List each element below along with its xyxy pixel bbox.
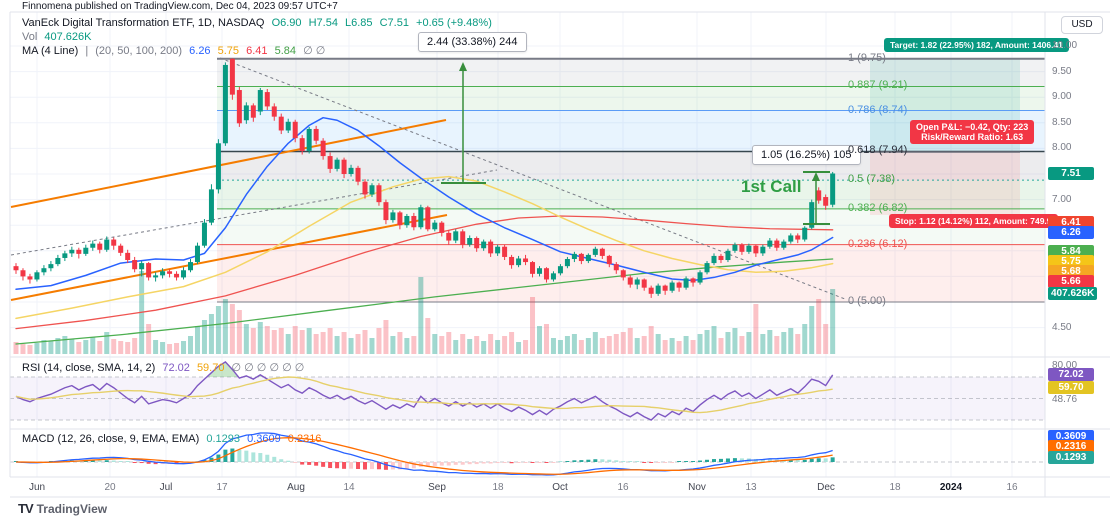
time-tick-Aug[interactable]: Aug [287,482,305,493]
ma-legend-row: MA (4 Line) | (20, 50, 100, 200) 6.26 5.… [22,44,496,58]
currency-selector[interactable]: USD [1061,16,1103,34]
price-badge: 5.84 [1048,245,1094,258]
ma200-value: 5.84 [274,45,297,57]
stop-badge[interactable]: Stop: 1.12 (14.12%) 112, Amount: 749.9 [889,214,1058,228]
rsi-legend: RSI (14, close, SMA, 14, 2) 72.02 59.70 … [22,361,308,375]
rsi-disabled-slots: ∅ ∅ ∅ ∅ ∅ ∅ [231,362,305,374]
footer: TV TradingView [18,501,107,516]
price-badge: 407.626K [1048,286,1098,300]
measure-label-big[interactable]: 2.44 (33.38%) 244 [418,32,527,52]
rsi-tick: 48.76 [1052,394,1078,405]
fib-label[interactable]: 0.618 (7.94) [848,144,908,157]
time-tick-Dec[interactable]: Dec [817,482,835,493]
fib-label[interactable]: 0.786 (8.74) [848,103,908,116]
time-tick-13[interactable]: 13 [745,482,757,493]
time-tick-16[interactable]: 16 [1006,482,1018,493]
price-tick: 9.00 [1052,91,1072,103]
publish-note: Finnomena published on TradingView.com, … [22,1,338,12]
time-tick-17[interactable]: 17 [216,482,228,493]
target-badge[interactable]: Target: 1.82 (22.95%) 182, Amount: 1406.… [884,38,1069,52]
macd-legend: MACD (12, 26, close, 9, EMA, EMA) 0.1293… [22,432,325,446]
ohlc-low: L6.85 [345,17,373,29]
ma-separator: | [85,45,89,57]
volume-value: 407.626K [44,31,92,43]
fib-label[interactable]: 0.5 (7.38) [848,173,896,186]
macd-signal-value: 0.2316 [287,433,322,445]
tradingview-brand[interactable]: TradingView [36,502,108,516]
time-tick-Nov[interactable]: Nov [688,482,706,493]
ma-params: (20, 50, 100, 200) [95,45,183,57]
price-badge: 7.51 [1048,166,1094,180]
time-tick-18[interactable]: 18 [889,482,901,493]
macd-hist-value: 0.1293 [206,433,240,445]
rsi-ma-value: 59.70 [196,362,225,374]
time-tick-16[interactable]: 16 [617,482,629,493]
risk-reward-line: Risk/Reward Ratio: 1.63 [921,132,1024,142]
time-tick-Sep[interactable]: Sep [428,482,446,493]
price-badge: 6.41 [1048,216,1094,229]
price-tick: 9.50 [1052,65,1072,77]
ohlc-high: H7.54 [308,17,338,29]
rsi-badge: 72.02 [1048,368,1094,381]
price-tick: 8.00 [1052,142,1072,154]
time-tick-Jun[interactable]: Jun [28,482,46,493]
fib-label[interactable]: 1 (9.75) [848,51,886,64]
fib-label[interactable]: 0 (5.00) [848,295,886,307]
time-tick-14[interactable]: 14 [343,482,355,493]
macd-badge: 0.3609 [1048,430,1094,443]
rsi-label[interactable]: RSI (14, close, SMA, 14, 2) [22,362,156,374]
macd-value: 0.3609 [247,433,281,445]
price-tick: 10.00 [1052,40,1078,51]
price-tick: 4.50 [1052,321,1072,333]
main-legend: VanEck Digital Transformation ETF, 1D, N… [22,16,496,58]
volume-legend-row: Vol 407.626K [22,30,496,44]
fib-label[interactable]: 0.382 (6.82) [848,201,908,214]
open-pl-badge[interactable]: Open P&L: −0.42, Qty: 223 Risk/Reward Ra… [910,120,1035,144]
measure-label-small[interactable]: 1.05 (16.25%) 105 [752,145,861,165]
price-tick: 7.00 [1052,193,1072,205]
price-badge: 5.75 [1048,255,1094,268]
ma-label[interactable]: MA (4 Line) [22,45,79,57]
ma-disabled-slots: ∅ ∅ [303,45,326,57]
rsi-badge: 59.70 [1048,381,1094,394]
macd-badge: 0.2316 [1048,440,1094,453]
rsi-value: 72.02 [162,362,190,374]
time-tick-2024[interactable]: 2024 [939,482,963,493]
macd-label[interactable]: MACD (12, 26, close, 9, EMA, EMA) [22,433,200,445]
fib-label[interactable]: 0.236 (6.12) [848,237,908,250]
symbol-legend-row: VanEck Digital Transformation ETF, 1D, N… [22,16,496,30]
price-tick: 8.50 [1052,116,1072,128]
tradingview-logo-icon[interactable]: TV [18,501,34,516]
volume-label[interactable]: Vol [22,31,38,43]
macd-badge: 0.1293 [1048,451,1094,464]
ohlc-close: C7.51 [379,17,409,29]
ma100-value: 6.41 [246,45,268,57]
ma20-value: 6.26 [189,45,211,57]
time-tick-20[interactable]: 20 [104,482,116,493]
ohlc-open: O6.90 [271,17,302,29]
fib-label[interactable]: 0.887 (9.21) [848,79,908,92]
price-badge: 5.66 [1048,274,1094,288]
time-tick-Oct[interactable]: Oct [552,482,568,493]
time-tick-Jul[interactable]: Jul [159,482,173,493]
symbol-title[interactable]: VanEck Digital Transformation ETF, 1D, N… [22,17,265,29]
time-tick-18[interactable]: 18 [492,482,504,493]
ma50-value: 5.75 [217,45,240,57]
price-badge: 6.26 [1048,226,1094,239]
ohlc-change: +0.65 (+9.48%) [416,17,492,29]
first-call-annotation: 1st Call [741,177,802,196]
rsi-tick: 80.00 [1052,360,1078,371]
open-pl-line: Open P&L: −0.42, Qty: 223 [916,122,1029,132]
